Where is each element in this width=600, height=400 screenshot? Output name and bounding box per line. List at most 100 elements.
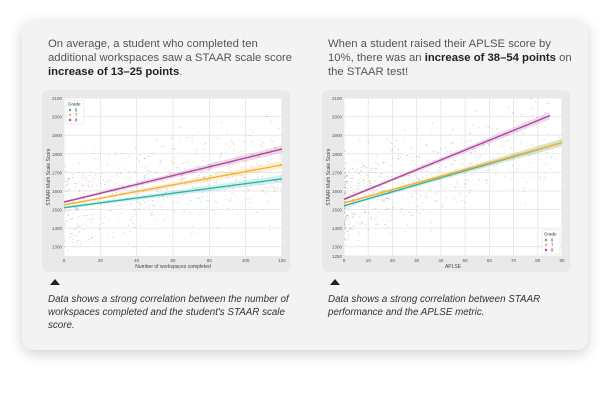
scatter-point [460, 137, 463, 139]
workspaces-panel: On average, a student who completed ten … [42, 37, 298, 331]
scatter-point [369, 180, 371, 182]
scatter-point [160, 206, 162, 208]
scatter-point [91, 209, 93, 210]
scatter-point [75, 207, 77, 209]
scatter-point [521, 141, 523, 143]
scatter-point [482, 145, 484, 146]
scatter-point [346, 176, 348, 177]
scatter-point [277, 188, 279, 190]
scatter-point [243, 166, 246, 167]
scatter-point [203, 181, 205, 183]
scatter-point [206, 192, 208, 194]
scatter-point [523, 191, 525, 193]
scatter-point [344, 171, 347, 173]
scatter-point [514, 137, 516, 139]
legend-marker-icon [68, 113, 72, 117]
scatter-point [399, 157, 401, 159]
scatter-point [94, 241, 96, 243]
scatter-point [356, 200, 358, 202]
scatter-point [258, 139, 261, 141]
scatter-point [468, 192, 470, 193]
scatter-point [407, 197, 409, 199]
scatter-point [156, 189, 158, 191]
scatter-point [407, 202, 409, 204]
scatter-point [358, 199, 360, 201]
scatter-point [114, 197, 117, 198]
scatter-point [359, 140, 361, 142]
scatter-point [395, 182, 397, 183]
scatter-point [344, 237, 346, 239]
scatter-point [233, 161, 235, 163]
scatter-point [358, 233, 360, 235]
y-tick-label: 2100 [332, 96, 343, 101]
scatter-point [507, 164, 510, 165]
scatter-point [488, 144, 491, 146]
scatter-point [357, 187, 359, 189]
scatter-point [344, 159, 346, 160]
scatter-point [123, 231, 125, 233]
scatter-point [344, 224, 346, 226]
scatter-point [424, 195, 426, 197]
scatter-point [180, 181, 182, 182]
scatter-point [385, 183, 387, 185]
scatter-point [493, 182, 495, 184]
scatter-point [373, 180, 375, 182]
scatter-point [250, 166, 252, 168]
scatter-point [97, 158, 100, 160]
scatter-point [453, 160, 456, 161]
scatter-point [138, 202, 140, 204]
scatter-point [199, 213, 201, 215]
scatter-point [162, 180, 164, 182]
scatter-point [515, 169, 517, 170]
scatter-point [363, 212, 366, 213]
scatter-point [410, 156, 413, 158]
scatter-point [368, 180, 371, 182]
scatter-point [249, 129, 251, 131]
scatter-point [402, 197, 405, 199]
scatter-point [441, 206, 444, 207]
scatter-point [194, 165, 196, 167]
scatter-point [344, 208, 346, 210]
scatter-point [113, 232, 115, 234]
scatter-point [127, 224, 130, 226]
scatter-point [166, 188, 169, 190]
scatter-point [83, 215, 85, 216]
scatter-point [261, 152, 263, 154]
scatter-point [259, 152, 261, 154]
legend-label: 6 [75, 108, 78, 113]
scatter-point [356, 222, 358, 223]
scatter-point [368, 203, 370, 205]
scatter-point [377, 198, 379, 200]
scatter-point [387, 176, 389, 178]
scatter-point [425, 145, 428, 146]
scatter-point [143, 157, 146, 159]
scatter-point [360, 171, 362, 173]
scatter-point [511, 126, 513, 128]
scatter-point [211, 141, 213, 143]
scatter-point [237, 169, 239, 171]
scatter-point [152, 205, 154, 206]
scatter-point [529, 162, 531, 163]
scatter-point [344, 224, 346, 225]
scatter-point [344, 232, 346, 234]
scatter-point [397, 158, 399, 160]
scatter-point [430, 174, 433, 175]
scatter-point [358, 179, 360, 181]
scatter-point [141, 166, 143, 168]
scatter-point [471, 173, 473, 175]
scatter-point [66, 219, 68, 221]
scatter-point [79, 226, 81, 227]
scatter-point [477, 156, 479, 158]
aplse-panel: When a student raised their APLSE score … [322, 37, 578, 318]
y-axis-label: STAAR Math Scale Score [46, 148, 52, 205]
scatter-point [70, 219, 72, 220]
scatter-point [75, 183, 77, 184]
scatter-point [346, 214, 348, 216]
scatter-point [64, 212, 66, 214]
scatter-point [344, 176, 346, 178]
scatter-point [200, 201, 202, 203]
scatter-point [276, 187, 279, 188]
scatter-point [267, 201, 269, 203]
scatter-point [75, 183, 77, 185]
scatter-point [401, 208, 403, 209]
